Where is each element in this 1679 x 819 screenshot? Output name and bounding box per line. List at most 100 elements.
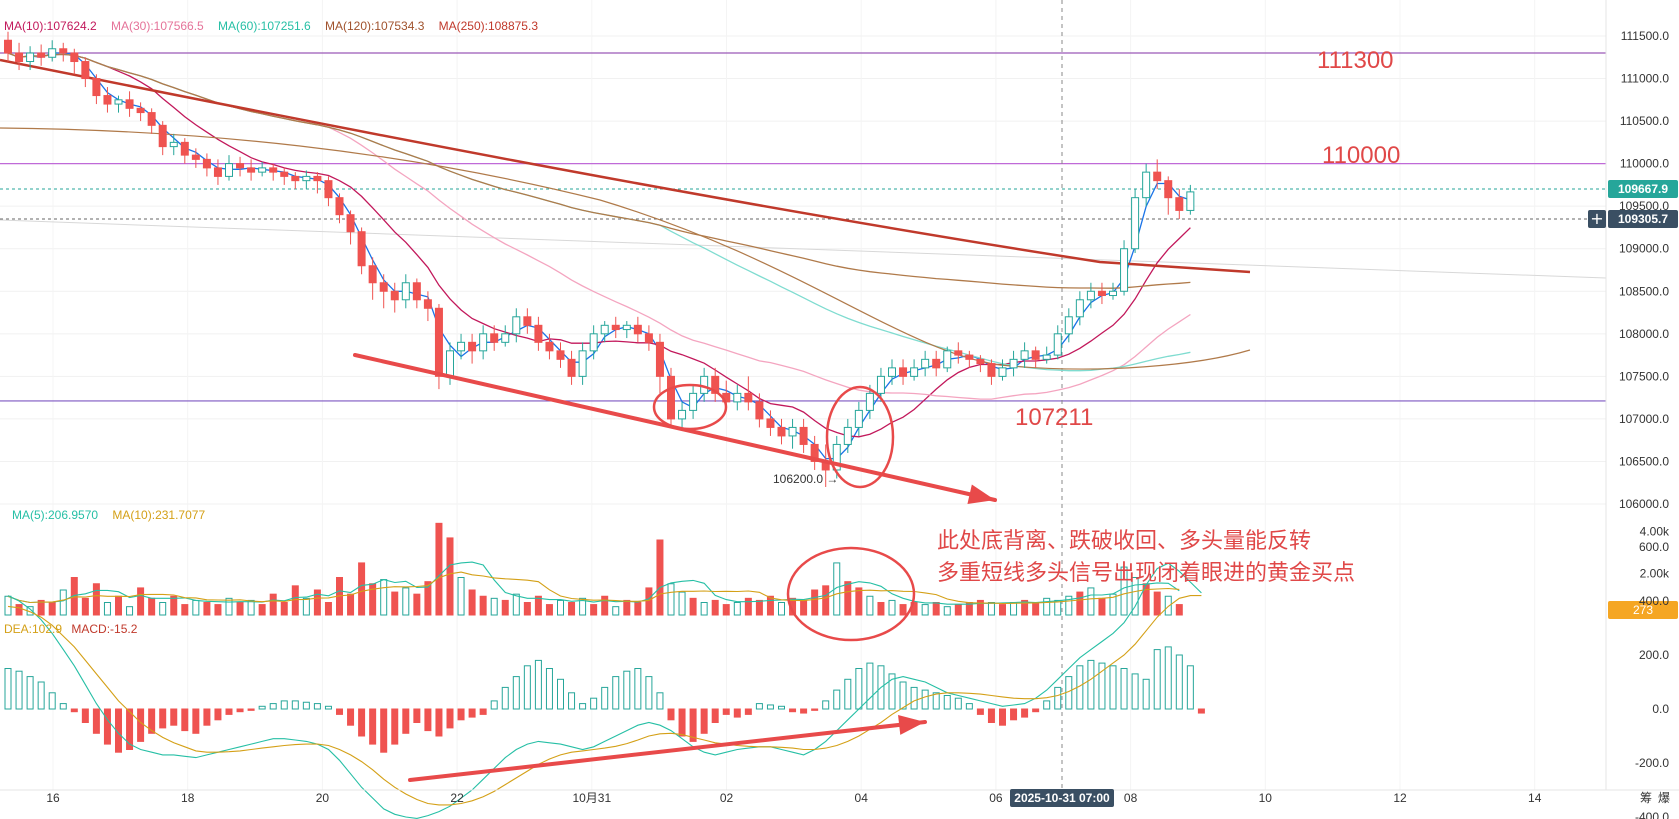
candle-body[interactable] xyxy=(689,392,698,411)
macd-histogram-bar[interactable] xyxy=(800,708,808,714)
macd-histogram-bar[interactable] xyxy=(999,708,1006,726)
volume-bar[interactable] xyxy=(733,602,741,616)
macd-histogram-bar[interactable] xyxy=(15,670,23,710)
candle-body[interactable] xyxy=(1086,290,1095,301)
candle-body[interactable] xyxy=(412,282,421,301)
candle-body[interactable] xyxy=(655,341,664,377)
candle-body[interactable] xyxy=(600,324,609,335)
candle-body[interactable] xyxy=(291,175,300,182)
macd-histogram-bar[interactable] xyxy=(214,708,222,721)
macd-histogram-bar[interactable] xyxy=(81,708,89,723)
candle-body[interactable] xyxy=(965,354,974,360)
volume-bar[interactable] xyxy=(347,593,355,616)
candle-body[interactable] xyxy=(258,167,267,173)
candle-body[interactable] xyxy=(81,61,90,80)
volume-bar[interactable] xyxy=(269,593,277,616)
candle-body[interactable] xyxy=(611,324,620,331)
volume-bar[interactable] xyxy=(92,583,100,616)
macd-histogram-bar[interactable] xyxy=(490,700,498,710)
macd-histogram-bar[interactable] xyxy=(103,708,111,745)
candle-body[interactable] xyxy=(1097,290,1106,297)
candle-body[interactable] xyxy=(15,52,24,63)
candle-body[interactable] xyxy=(48,48,57,58)
macd-histogram-bar[interactable] xyxy=(623,670,631,710)
volume-bar[interactable] xyxy=(81,597,89,616)
volume-bar[interactable] xyxy=(1164,595,1172,616)
volume-bar[interactable] xyxy=(601,595,609,616)
macd-histogram-bar[interactable] xyxy=(733,708,741,718)
macd-histogram-bar[interactable] xyxy=(601,686,609,710)
candle-body[interactable] xyxy=(423,299,432,309)
candle-body[interactable] xyxy=(578,350,587,377)
macd-histogram-bar[interactable] xyxy=(247,708,255,711)
volume-bar[interactable] xyxy=(811,589,819,616)
volume-bar[interactable] xyxy=(512,593,520,616)
volume-bar[interactable] xyxy=(1153,591,1161,616)
macd-histogram-bar[interactable] xyxy=(192,708,200,734)
macd-histogram-bar[interactable] xyxy=(1043,700,1051,710)
macd-histogram-bar[interactable] xyxy=(402,708,410,734)
macd-histogram-bar[interactable] xyxy=(711,708,719,723)
volume-bar[interactable] xyxy=(954,604,962,616)
macd-histogram-bar[interactable] xyxy=(181,708,189,732)
volume-bar[interactable] xyxy=(203,602,211,616)
candle-body[interactable] xyxy=(899,367,908,377)
macd-histogram-bar[interactable] xyxy=(888,673,896,710)
candle-body[interactable] xyxy=(324,180,333,199)
volume-bar[interactable] xyxy=(490,597,498,616)
volume-bar[interactable] xyxy=(700,602,708,616)
candle-body[interactable] xyxy=(70,52,79,63)
macd-histogram-bar[interactable] xyxy=(457,708,465,721)
volume-bars[interactable] xyxy=(4,522,1183,616)
macd-histogram-bar[interactable] xyxy=(579,703,587,710)
candle-body[interactable] xyxy=(1042,354,1051,360)
candlesticks[interactable]: 106200.0 → xyxy=(4,31,1195,487)
macd-histogram-bar[interactable] xyxy=(1098,662,1106,710)
macd-histogram-bar[interactable] xyxy=(700,708,708,734)
volume-bar[interactable] xyxy=(1087,587,1095,616)
macd-histogram-bar[interactable] xyxy=(1175,654,1183,710)
macd-histogram-bar[interactable] xyxy=(766,704,774,710)
macd-histogram-bar[interactable] xyxy=(479,708,487,715)
candle-body[interactable] xyxy=(125,99,134,109)
candle-body[interactable] xyxy=(390,290,399,301)
candle-body[interactable] xyxy=(1131,197,1140,250)
candle-body[interactable] xyxy=(180,141,189,156)
candle-body[interactable] xyxy=(998,367,1007,377)
volume-bar[interactable] xyxy=(579,597,587,616)
volume-bar[interactable] xyxy=(1043,597,1051,616)
candle-body[interactable] xyxy=(799,426,808,445)
candle-body[interactable] xyxy=(302,175,311,182)
macd-histogram-bar[interactable] xyxy=(37,681,45,710)
macd-histogram-bar[interactable] xyxy=(844,678,852,710)
candle-body[interactable] xyxy=(1009,358,1018,369)
volume-bar[interactable] xyxy=(1098,597,1106,616)
macd-histogram-bar[interactable] xyxy=(590,697,598,710)
macd-histogram-bar[interactable] xyxy=(70,708,78,713)
macd-histogram-bar[interactable] xyxy=(468,708,476,718)
macd-histogram-bar[interactable] xyxy=(545,668,553,710)
macd-histogram-bar[interactable] xyxy=(557,678,564,710)
volume-bar[interactable] xyxy=(667,583,675,616)
volume-bar[interactable] xyxy=(103,602,111,616)
plus-icon[interactable]: + xyxy=(1590,209,1603,228)
volume-bar[interactable] xyxy=(1054,599,1062,616)
volume-bar[interactable] xyxy=(1010,602,1018,616)
macd-histogram-bar[interactable] xyxy=(269,703,277,710)
macd-histogram-bar[interactable] xyxy=(1153,649,1161,710)
candle-body[interactable] xyxy=(567,358,576,377)
macd-histogram-bar[interactable] xyxy=(92,708,100,734)
candle-body[interactable] xyxy=(678,409,687,420)
volume-bar[interactable] xyxy=(1175,604,1183,616)
volume-bar[interactable] xyxy=(656,539,664,616)
macd-histogram-bar[interactable] xyxy=(1131,673,1139,710)
volume-bar[interactable] xyxy=(37,599,45,616)
macd-histogram-bar[interactable] xyxy=(523,665,531,710)
candle-body[interactable] xyxy=(457,341,466,352)
candle-body[interactable] xyxy=(1020,350,1029,360)
volume-bar[interactable] xyxy=(280,602,288,616)
volume-bar[interactable] xyxy=(247,599,255,616)
corner-label[interactable]: 爆 xyxy=(1658,791,1670,805)
volume-bar[interactable] xyxy=(302,597,310,616)
volume-bar[interactable] xyxy=(59,589,67,616)
